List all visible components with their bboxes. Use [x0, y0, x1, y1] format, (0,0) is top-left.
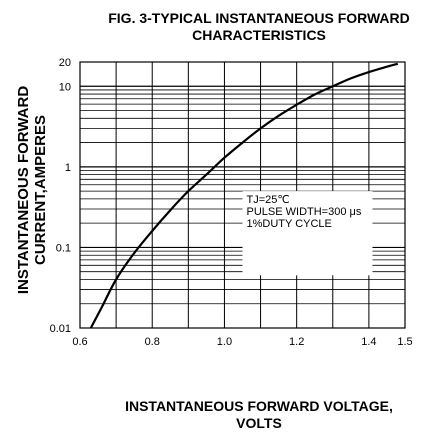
y-axis-label-line1: INSTANTANEOUS FORWARD — [15, 86, 32, 294]
chart-title-line2: CHARACTERISTICS — [192, 27, 326, 43]
y-axis-label: INSTANTANEOUS FORWARD CURRENT,AMPERES — [15, 86, 49, 294]
x-tick-label: 0.8 — [145, 336, 160, 348]
plot-frame — [79, 61, 406, 329]
annotation-box — [242, 191, 373, 276]
y-tick-label: 0.01 — [50, 323, 71, 335]
annotation-line-3: 1%DUTY CYCLE — [247, 218, 332, 230]
y-tick-label: 10 — [59, 81, 71, 93]
annotation-line-2: PULSE WIDTH=300 μs — [247, 206, 362, 218]
x-axis-label: INSTANTANEOUS FORWARD VOLTAGE, VOLTS — [70, 398, 448, 432]
chart-title-line1: FIG. 3-TYPICAL INSTANTANEOUS FORWARD — [108, 10, 410, 26]
x-tick-label: 1.5 — [397, 336, 412, 348]
annotation: TJ=25℃ PULSE WIDTH=300 μs 1%DUTY CYCLE — [247, 194, 362, 230]
x-tick-label: 1.4 — [361, 336, 376, 348]
major-gridlines — [80, 62, 405, 328]
y-tick-label: 0.1 — [56, 242, 71, 254]
y-tick-label: 20 — [59, 57, 71, 69]
series-line — [89, 62, 399, 329]
x-axis-label-line1: INSTANTANEOUS FORWARD VOLTAGE, — [125, 398, 393, 414]
x-axis-label-line2: VOLTS — [236, 415, 282, 431]
annotation-line-1: TJ=25℃ — [247, 194, 290, 206]
x-tick-label: 1.0 — [217, 336, 232, 348]
x-tick-label: 1.2 — [289, 336, 304, 348]
y-tick-label: 1 — [65, 162, 71, 174]
x-tick-labels: 0.6 0.8 1.0 1.2 1.4 1.5 — [72, 336, 412, 348]
y-tick-labels: 0.01 0.1 1 10 20 — [50, 57, 71, 335]
chart-title: FIG. 3-TYPICAL INSTANTANEOUS FORWARD CHA… — [70, 10, 448, 44]
x-tick-label: 0.6 — [72, 336, 87, 348]
y-axis-label-line2: CURRENT,AMPERES — [32, 115, 49, 265]
